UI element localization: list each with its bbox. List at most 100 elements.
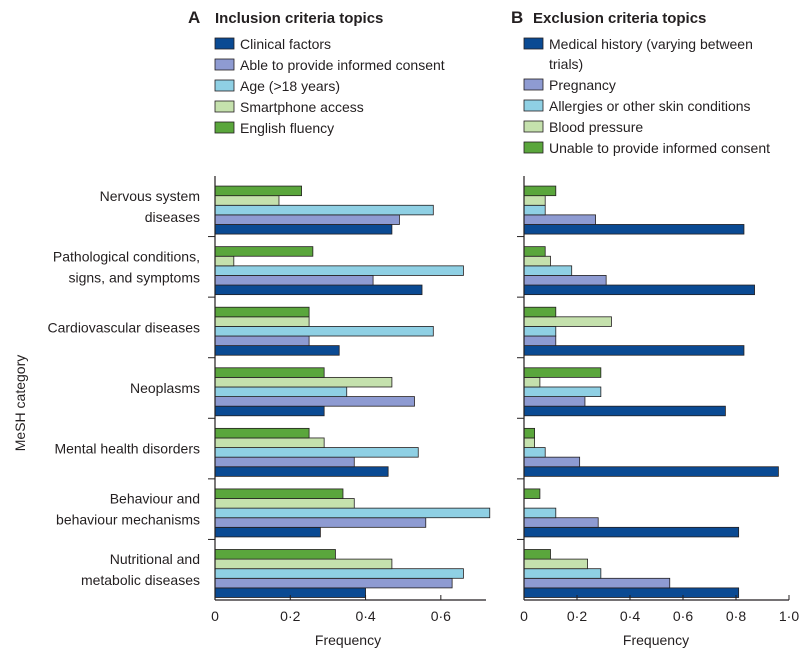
bar-b-cat2-s0 (523, 345, 745, 356)
x-tick-label-a-3: 0·6 (431, 608, 451, 624)
legend-label-a-0: Clinical factors (240, 36, 331, 52)
legend-label-b-3: Blood pressure (549, 119, 643, 135)
bar-a-cat3-s3 (214, 376, 393, 388)
bar-a-cat0-s3 (214, 195, 280, 206)
panel-b-letter: B (511, 8, 523, 27)
bar-b-cat4-s3 (523, 437, 536, 448)
bar-b-cat4-s1 (523, 456, 581, 468)
x-axis-title-a: Frequency (315, 632, 381, 648)
category-label-5-1: behaviour mechanisms (56, 512, 200, 528)
bar-a-cat5-s1 (214, 517, 427, 528)
bar-b-cat6-s4 (523, 549, 551, 560)
bar-b-cat0-s4 (523, 185, 557, 197)
bar-a-cat5-s0 (214, 526, 321, 538)
x-tick-label-b-3: 0·6 (673, 608, 693, 624)
bar-a-cat1-s3 (214, 255, 235, 267)
category-label-6-0: Nutritional and (110, 551, 200, 567)
x-tick-label-a-1: 0·2 (280, 608, 300, 624)
bar-b-cat1-s2 (523, 265, 573, 276)
x-tick-label-a-0: 0 (211, 608, 219, 624)
x-tick-label-b-2: 0·4 (620, 608, 640, 624)
bar-a-cat2-s0 (214, 345, 340, 356)
bar-b-cat5-s4 (523, 488, 541, 499)
x-tick-label-b-0: 0 (520, 608, 528, 624)
legend-swatch-a-4 (214, 121, 235, 134)
legend-swatch-a-0 (214, 37, 235, 50)
legend-swatch-b-3 (523, 120, 544, 133)
bar-a-cat1-s0 (214, 284, 423, 296)
bar-a-cat4-s2 (214, 447, 419, 458)
bar-b-cat6-s2 (523, 568, 602, 579)
bar-b-cat2-s1 (523, 335, 557, 347)
panel-a-letter: A (188, 8, 200, 27)
bar-b-cat0-s1 (523, 214, 596, 225)
bar-a-cat2-s1 (214, 335, 310, 347)
bar-a-cat1-s1 (214, 275, 374, 286)
bar-b-cat6-s3 (523, 558, 588, 570)
legend-label-a-4: English fluency (240, 120, 334, 136)
bar-a-cat6-s2 (214, 568, 464, 579)
bar-b-cat5-s2 (523, 507, 557, 519)
x-tick-label-b-1: 0·2 (567, 608, 587, 624)
panel-b-title: Exclusion criteria topics (533, 10, 706, 27)
x-tick-label-a-2: 0·4 (355, 608, 375, 624)
panel-a-title: Inclusion criteria topics (215, 10, 383, 27)
legend-swatch-b-1 (523, 78, 544, 91)
legend-label-a-2: Age (>18 years) (240, 78, 340, 94)
x-tick-label-b-5: 1·0 (779, 608, 799, 624)
category-label-6-1: metabolic diseases (81, 572, 200, 588)
legend-swatch-b-4 (523, 141, 544, 154)
legend-label-b-1: Pregnancy (549, 77, 616, 93)
bar-a-cat5-s2 (214, 507, 491, 519)
bar-a-cat2-s4 (214, 306, 310, 318)
category-label-3: Neoplasms (130, 380, 200, 396)
bar-a-cat2-s3 (214, 316, 310, 327)
bar-b-cat5-s1 (523, 517, 599, 528)
bar-b-cat3-s0 (523, 405, 726, 417)
legend-swatch-b-2 (523, 99, 544, 112)
bar-a-cat1-s4 (214, 246, 314, 257)
x-tick-label-b-4: 0·8 (726, 608, 746, 624)
bar-b-cat2-s2 (523, 326, 557, 337)
bar-a-cat4-s1 (214, 456, 355, 468)
bar-b-cat1-s4 (523, 246, 546, 257)
bar-b-cat2-s4 (523, 306, 557, 318)
legend-a: Clinical factors Able to provide informed… (214, 36, 445, 136)
legend-label-b-4: Unable to provide informed consent (549, 140, 770, 156)
bar-b-cat3-s3 (523, 376, 541, 388)
bar-a-cat0-s1 (214, 214, 400, 225)
legend-swatch-a-1 (214, 58, 235, 71)
bar-a-cat3-s1 (214, 396, 415, 407)
legend-label-a-1: Able to provide informed consent (240, 57, 445, 73)
bar-b-cat4-s2 (523, 447, 546, 458)
bar-a-cat6-s1 (214, 577, 453, 589)
bar-a-cat0-s0 (214, 224, 393, 235)
bar-b-cat2-s3 (523, 316, 612, 327)
category-label-5-0: Behaviour and (110, 491, 200, 507)
category-label-0-0: Nervous system (100, 188, 200, 204)
legend-b: Medical history (varying between trials) P… (523, 36, 770, 156)
bar-b-cat3-s4 (523, 367, 602, 378)
bar-b-cat3-s1 (523, 396, 586, 407)
bar-a-cat3-s4 (214, 367, 325, 378)
category-label-1-1: signs, and symptoms (69, 269, 201, 285)
bar-b-cat6-s1 (523, 577, 671, 589)
bar-b-cat4-s0 (523, 466, 779, 477)
category-label-2: Cardiovascular diseases (47, 319, 200, 335)
bar-a-cat0-s4 (214, 185, 302, 197)
bar-a-cat6-s4 (214, 549, 336, 560)
legend-label-b-0-1: trials) (549, 56, 583, 72)
bar-b-cat0-s0 (523, 224, 745, 235)
bar-b-cat1-s1 (523, 275, 607, 286)
bar-a-cat4-s3 (214, 437, 325, 448)
bar-a-cat5-s3 (214, 498, 355, 509)
x-axis-title-b: Frequency (623, 632, 689, 648)
bar-a-cat3-s2 (214, 386, 348, 397)
category-label-4: Mental health disorders (54, 441, 200, 457)
legend-label-b-2: Allergies or other skin conditions (549, 98, 751, 114)
bar-b-cat0-s3 (523, 195, 546, 206)
legend-label-a-3: Smartphone access (240, 99, 364, 115)
legend-swatch-a-2 (214, 79, 235, 92)
